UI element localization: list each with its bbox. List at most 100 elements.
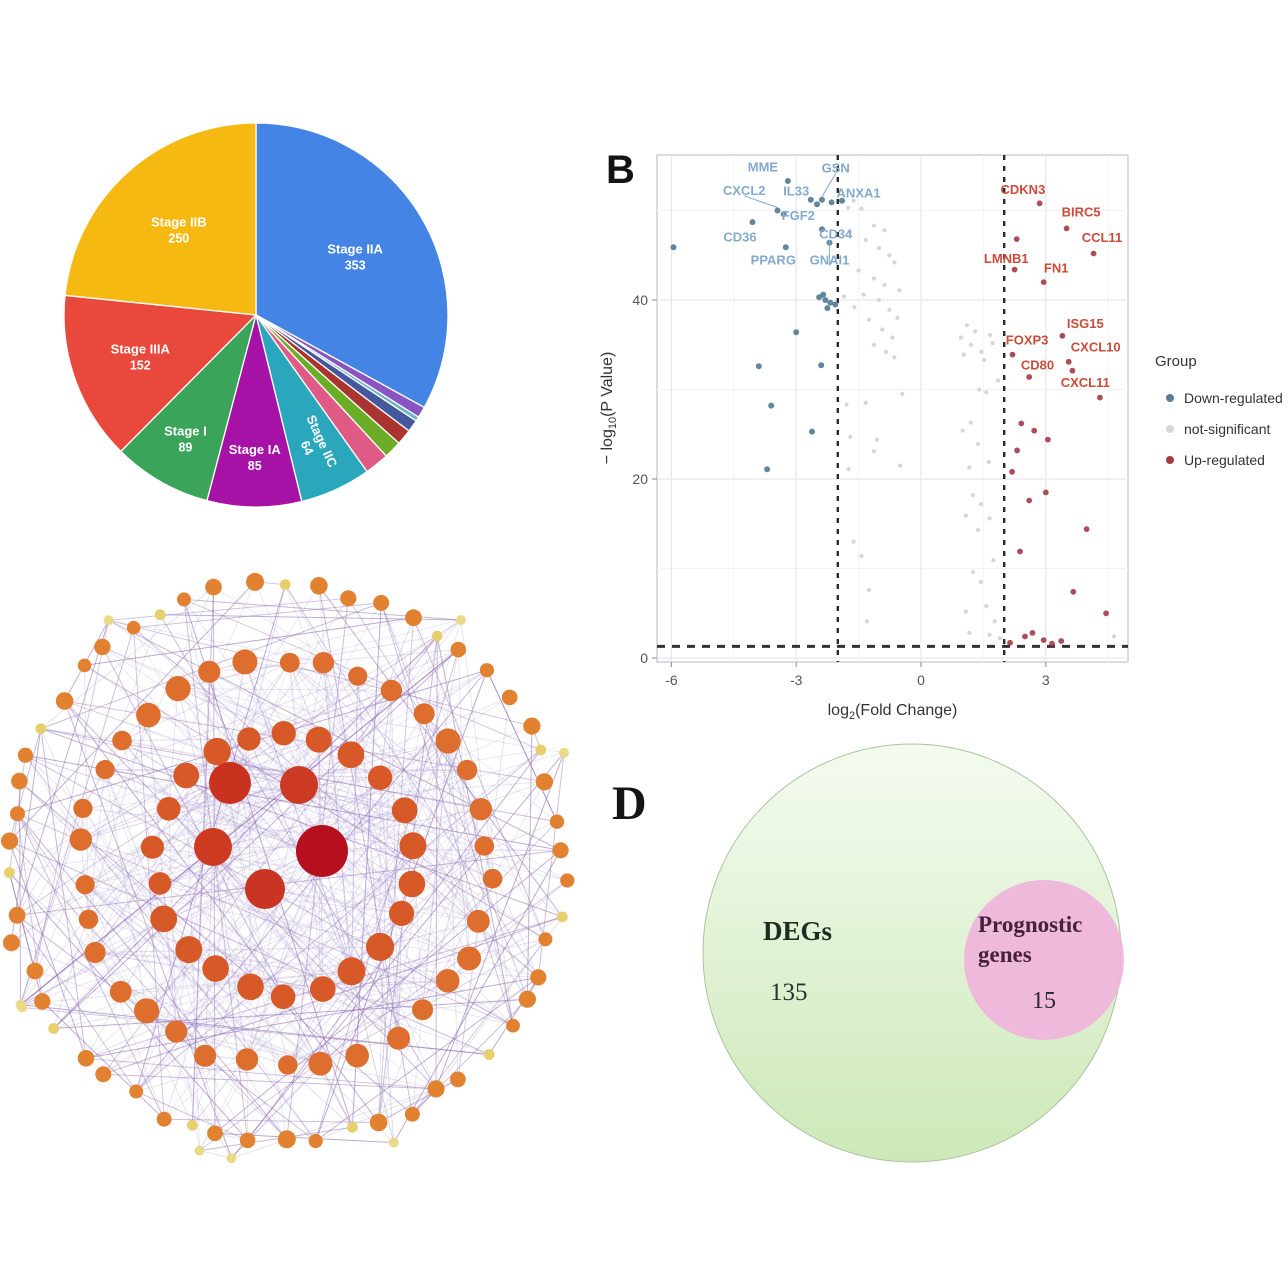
data-point [824, 305, 831, 312]
gene-node [450, 641, 467, 658]
network-edge [80, 808, 169, 841]
network-edge [320, 938, 546, 1065]
data-point [978, 579, 983, 584]
network-edge [120, 991, 206, 1057]
network-edge [152, 846, 321, 1064]
gene-node [431, 630, 443, 642]
gene-label: IL33 [783, 184, 809, 199]
data-point [1059, 332, 1066, 339]
hub-gene-node [280, 766, 318, 804]
network-edge [492, 781, 545, 879]
network-edge [379, 777, 399, 1039]
network-edge [8, 872, 43, 1002]
network-edge [94, 581, 256, 953]
plot-area [656, 154, 1129, 663]
gene-node [75, 875, 95, 895]
data-point [963, 513, 968, 518]
data-point [898, 463, 903, 468]
network-edge [422, 998, 528, 1011]
network-edge [16, 620, 110, 916]
network-edge [351, 676, 359, 972]
gene-node [389, 900, 415, 926]
gene-node [226, 1153, 237, 1164]
data-point [793, 329, 800, 336]
network-edge [486, 669, 558, 822]
network-edge [319, 740, 449, 1064]
network-edge [40, 728, 177, 1032]
data-point [991, 558, 996, 563]
gene-node [95, 760, 115, 780]
network-edge [85, 752, 565, 886]
network-edge [177, 688, 392, 691]
network-edge [244, 617, 414, 663]
data-point [848, 434, 853, 439]
network-edge [204, 754, 352, 1056]
network-edge [17, 813, 89, 920]
network-edge [34, 620, 110, 972]
network-edge [412, 845, 493, 880]
gene-node [239, 1132, 256, 1149]
data-point [970, 493, 976, 498]
network-edge [9, 581, 256, 842]
gene-node [103, 615, 114, 626]
network-edge [216, 662, 324, 752]
data-point [1058, 638, 1065, 644]
network-edge [17, 813, 165, 1120]
data-point [780, 211, 787, 218]
network-edge [289, 662, 320, 740]
network-edge [412, 740, 449, 1115]
data-point [861, 292, 866, 297]
data-point [1103, 610, 1109, 617]
gene-node [279, 579, 291, 590]
network-edge [17, 813, 122, 993]
data-point [967, 630, 972, 635]
network-edge [393, 850, 562, 1143]
network-edge [435, 916, 563, 1090]
data-point [847, 229, 852, 235]
network-edge [457, 649, 470, 959]
gene-node [95, 1066, 112, 1083]
network-edge [231, 1088, 437, 1159]
data-point [1069, 367, 1076, 374]
data-point [982, 357, 987, 363]
gene-node [140, 835, 164, 859]
network-edge [321, 849, 561, 852]
gene-node [77, 1050, 95, 1067]
network-edge [390, 690, 400, 1039]
network-edge [121, 740, 214, 848]
network-edge [146, 912, 402, 1012]
data-point [755, 363, 762, 370]
network-edge [85, 808, 481, 886]
gene-node [373, 594, 390, 611]
network-edge [351, 602, 382, 1128]
gene-node [506, 1018, 520, 1033]
legend-marker [1166, 425, 1174, 433]
network-edge [231, 752, 565, 1159]
gene-node [271, 721, 296, 746]
data-point [1063, 225, 1070, 232]
gene-node [405, 609, 422, 627]
hub-gene-node [209, 762, 251, 804]
network-edge [84, 884, 289, 1066]
data-point [895, 315, 900, 320]
network-edge [135, 809, 406, 1092]
network-edge [85, 976, 539, 1059]
network-edge [378, 1078, 459, 1123]
gene-node [177, 592, 191, 607]
network-edge [199, 880, 568, 1151]
network-edge [95, 951, 448, 982]
network-edge [108, 619, 533, 727]
data-point [880, 327, 885, 332]
network-edge [289, 662, 485, 847]
y-axis-title: − log10(P Value) [599, 352, 619, 465]
gene-node [404, 1106, 420, 1122]
gene-node [455, 615, 466, 625]
network-edge [284, 584, 479, 922]
network-edge [168, 754, 352, 810]
network-edge [283, 732, 414, 847]
network-edge [289, 662, 425, 715]
gene-node [173, 762, 200, 789]
network-edge [457, 697, 511, 1080]
network-edge [177, 662, 290, 690]
gene-node [270, 984, 296, 1009]
